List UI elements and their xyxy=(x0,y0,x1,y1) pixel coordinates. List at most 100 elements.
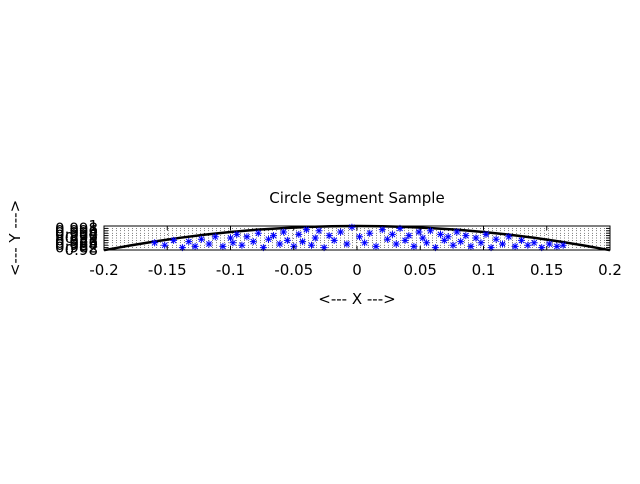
y-tick-label: 1 xyxy=(88,217,98,235)
data-point xyxy=(378,226,386,234)
point-marker xyxy=(343,240,351,248)
point-marker xyxy=(151,239,159,247)
point-marker xyxy=(538,244,546,252)
point-marker xyxy=(559,241,567,249)
point-marker xyxy=(524,241,532,249)
data-point xyxy=(283,236,291,244)
point-marker xyxy=(457,238,465,246)
point-marker xyxy=(302,226,310,234)
data-point xyxy=(227,234,234,242)
data-point xyxy=(553,242,561,250)
point-marker xyxy=(396,224,404,232)
point-marker xyxy=(280,228,288,236)
point-marker xyxy=(423,239,431,247)
x-tick-label: 0.15 xyxy=(530,261,563,279)
data-point xyxy=(356,233,363,241)
point-marker xyxy=(545,240,553,248)
point-marker xyxy=(243,233,251,241)
data-point xyxy=(299,238,307,246)
data-point xyxy=(238,241,246,249)
data-point xyxy=(524,241,532,249)
point-marker xyxy=(178,244,186,252)
data-point xyxy=(295,230,303,238)
point-marker xyxy=(449,241,457,249)
data-point xyxy=(511,242,519,250)
data-point xyxy=(219,242,227,250)
data-point xyxy=(472,234,480,242)
point-marker xyxy=(477,239,485,247)
data-point xyxy=(270,232,277,240)
x-tick-label: 0.1 xyxy=(472,261,496,279)
data-point xyxy=(457,238,465,246)
point-marker xyxy=(229,239,237,247)
point-marker xyxy=(219,242,227,250)
data-point xyxy=(410,242,418,250)
point-marker xyxy=(440,236,448,244)
point-marker xyxy=(518,236,525,244)
point-marker xyxy=(315,227,323,235)
data-point xyxy=(161,241,169,249)
data-point xyxy=(211,233,219,241)
data-point xyxy=(330,236,338,244)
data-point xyxy=(320,244,328,252)
data-point xyxy=(315,227,323,235)
point-marker xyxy=(185,238,193,246)
point-marker xyxy=(308,241,315,249)
data-point xyxy=(545,240,553,248)
point-marker xyxy=(311,234,319,242)
point-marker xyxy=(472,234,480,242)
point-marker xyxy=(431,244,439,252)
point-marker xyxy=(227,234,234,242)
data-point xyxy=(477,239,485,247)
data-point xyxy=(530,239,538,247)
data-point xyxy=(449,241,457,249)
y-tick-label: 0.994 xyxy=(55,224,98,242)
point-marker xyxy=(170,236,178,244)
point-marker xyxy=(511,242,519,250)
data-point xyxy=(170,236,178,244)
y-tick-label: 0.986 xyxy=(55,234,98,252)
data-point xyxy=(205,240,213,248)
data-point xyxy=(437,230,444,238)
data-point xyxy=(487,244,495,252)
data-point xyxy=(453,228,461,236)
point-marker xyxy=(437,230,444,238)
data-point xyxy=(197,235,205,243)
data-point xyxy=(482,230,490,238)
data-point xyxy=(276,240,284,248)
data-point xyxy=(254,229,262,237)
point-marker xyxy=(330,236,338,244)
x-tick-label: -0.15 xyxy=(148,261,187,279)
data-point xyxy=(426,227,434,235)
data-point xyxy=(372,242,380,250)
point-marker xyxy=(467,242,475,250)
data-point xyxy=(243,233,251,241)
point-marker xyxy=(197,235,205,243)
point-marker xyxy=(499,240,506,248)
point-marker xyxy=(392,240,400,248)
y-tick-label: 0.992 xyxy=(55,227,98,245)
data-point xyxy=(559,241,567,249)
data-point xyxy=(423,239,431,247)
point-marker xyxy=(388,230,396,238)
data-point xyxy=(492,235,500,243)
data-point xyxy=(415,228,423,236)
point-marker xyxy=(383,235,391,243)
data-point xyxy=(383,235,391,243)
y-tick-label: 0.98 xyxy=(65,241,98,259)
data-point xyxy=(343,240,351,248)
data-point xyxy=(392,240,400,248)
point-marker xyxy=(259,244,267,252)
point-marker xyxy=(337,228,345,236)
data-point xyxy=(308,241,315,249)
point-marker xyxy=(356,233,363,241)
point-marker xyxy=(295,230,303,238)
point-marker xyxy=(410,242,418,250)
point-marker xyxy=(249,238,257,246)
point-marker xyxy=(361,239,369,247)
x-tick-label: -0.05 xyxy=(274,261,313,279)
point-marker xyxy=(487,244,495,252)
data-point xyxy=(388,230,396,238)
point-marker xyxy=(426,227,434,235)
